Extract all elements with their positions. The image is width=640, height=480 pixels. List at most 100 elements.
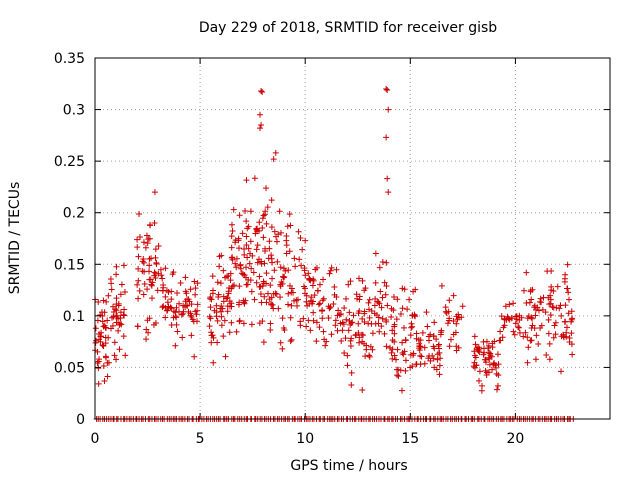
data-point [545,316,552,323]
data-point [145,329,152,336]
data-point [384,86,391,93]
data-point [568,330,575,337]
data-point [319,297,326,304]
data-point [533,332,540,339]
data-point [108,286,115,293]
data-point [217,305,224,312]
data-point [189,316,196,323]
data-point [383,85,390,92]
data-point [375,299,382,306]
data-point [173,304,180,311]
data-point [399,285,406,292]
data-point [298,262,305,269]
data-point [407,332,414,339]
data-point [493,364,500,371]
data-point [506,301,513,308]
data-point [276,208,283,215]
data-point [535,341,542,348]
data-point [226,298,233,305]
data-point [285,301,292,308]
data-point [410,350,417,357]
data-point [172,342,179,349]
data-point [297,318,304,325]
data-point [436,371,443,378]
data-point [214,339,221,346]
data-point [277,264,284,271]
data-point [250,269,257,276]
data-point [269,259,276,266]
data-point [311,292,318,299]
data-point [229,228,236,235]
data-point [399,305,406,312]
data-point [104,317,111,324]
data-point [339,327,346,334]
data-point [194,280,201,287]
x-tick-label: 15 [401,431,419,447]
data-point [281,326,288,333]
data-point [244,254,251,261]
data-point [315,301,322,308]
data-point [366,353,373,360]
data-point [303,323,310,330]
data-point [209,332,216,339]
data-point [495,361,502,368]
data-point [273,238,280,245]
data-point [416,343,423,350]
data-point [471,352,478,359]
data-point [486,361,493,368]
data-point [266,245,273,252]
data-point [310,317,317,324]
data-point [244,225,251,232]
data-point [268,197,275,204]
y-tick-label: 0.35 [54,51,85,67]
data-point [313,338,320,345]
data-point [390,293,397,300]
data-point [241,251,248,258]
data-point [168,296,175,303]
data-point [232,260,239,267]
data-point [208,329,215,336]
data-point [236,283,243,290]
data-point [257,291,264,298]
data-point [168,305,175,312]
data-point [227,277,234,284]
data-point [162,293,169,300]
data-point [270,305,277,312]
data-point [140,259,147,266]
data-point [322,342,329,349]
data-point [178,311,185,318]
data-point [267,282,274,289]
data-point [218,313,225,320]
y-tick-label: 0 [76,412,85,428]
data-point [345,281,352,288]
plot-frame [94,57,611,420]
data-point [290,289,297,296]
data-point [236,212,243,219]
data-point [438,282,445,289]
data-point [224,308,231,315]
data-point [192,291,199,298]
data-point [360,332,367,339]
data-point [194,318,201,325]
data-point [108,280,115,287]
data-point [140,256,147,263]
data-point [158,272,165,279]
data-point [275,305,282,312]
data-point [558,312,565,319]
data-point [520,287,527,294]
data-point [378,304,385,311]
data-point [110,303,117,310]
data-point [359,387,366,394]
data-point [529,322,536,329]
data-point [254,242,261,249]
data-point [277,294,284,301]
data-point [355,310,362,317]
data-point [146,276,153,283]
data-point [109,314,116,321]
data-point [327,267,334,274]
data-point [547,311,554,318]
data-point [259,89,266,96]
data-point [401,324,408,331]
data-point [569,351,576,358]
data-point [157,266,164,273]
